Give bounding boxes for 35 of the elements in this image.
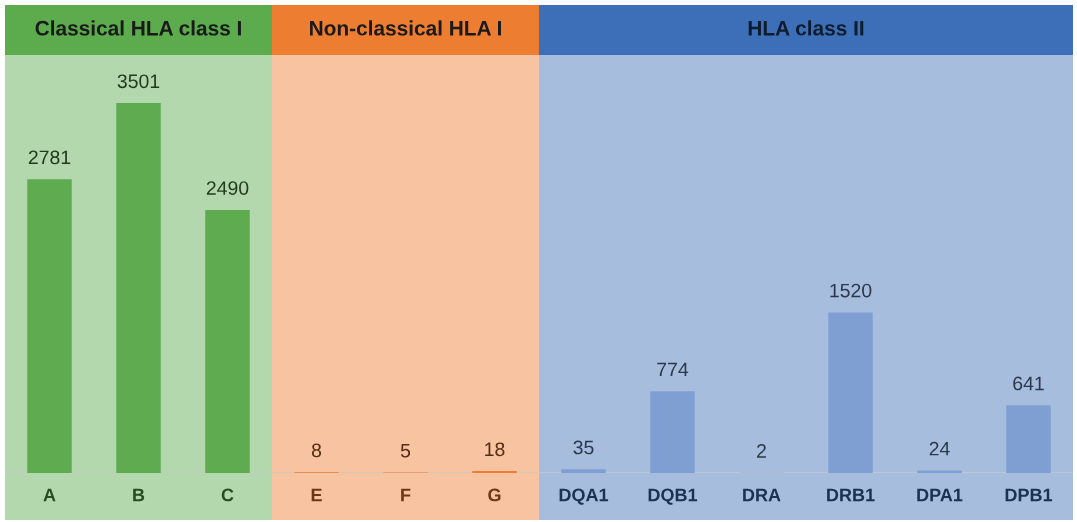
data-label: 5 [400, 443, 411, 458]
data-label: 3501 [117, 74, 160, 89]
data-label: 24 [929, 441, 950, 456]
data-label: 35 [573, 440, 594, 455]
x-tick-label: DRB1 [827, 488, 875, 502]
x-tick-label: DQB1 [648, 488, 698, 505]
data-label: 1520 [830, 283, 872, 298]
bar [828, 312, 873, 473]
data-label: 8 [311, 443, 322, 458]
data-label: 2 [757, 444, 766, 458]
bar [1006, 405, 1051, 473]
data-label: 2781 [28, 150, 71, 165]
band-label: Classical HLA class I [35, 20, 241, 36]
x-tick-label: DQA1 [559, 488, 609, 505]
x-tick-label: F [401, 488, 411, 502]
x-tick-label: B [133, 488, 145, 502]
band-label: HLA class II [748, 20, 864, 36]
data-label: 641 [1013, 376, 1044, 391]
x-tick-label: DPA1 [917, 488, 963, 502]
bar [27, 179, 72, 473]
data-label: 774 [657, 362, 689, 377]
data-label: 18 [485, 442, 505, 457]
bar [205, 209, 250, 473]
band-label: Non-classical HLA I [310, 20, 501, 36]
bar [561, 469, 606, 473]
x-tick-label: DPB1 [1005, 488, 1053, 502]
x-tick-label: C [221, 488, 234, 502]
x-tick-label: G [488, 488, 501, 502]
x-tick-label: DRA [743, 488, 781, 502]
bar [116, 103, 161, 473]
bar [917, 470, 962, 473]
data-label: 2490 [206, 181, 249, 195]
bar [650, 391, 695, 473]
x-tick-label: E [311, 488, 322, 502]
x-tick-label: A [43, 488, 56, 502]
